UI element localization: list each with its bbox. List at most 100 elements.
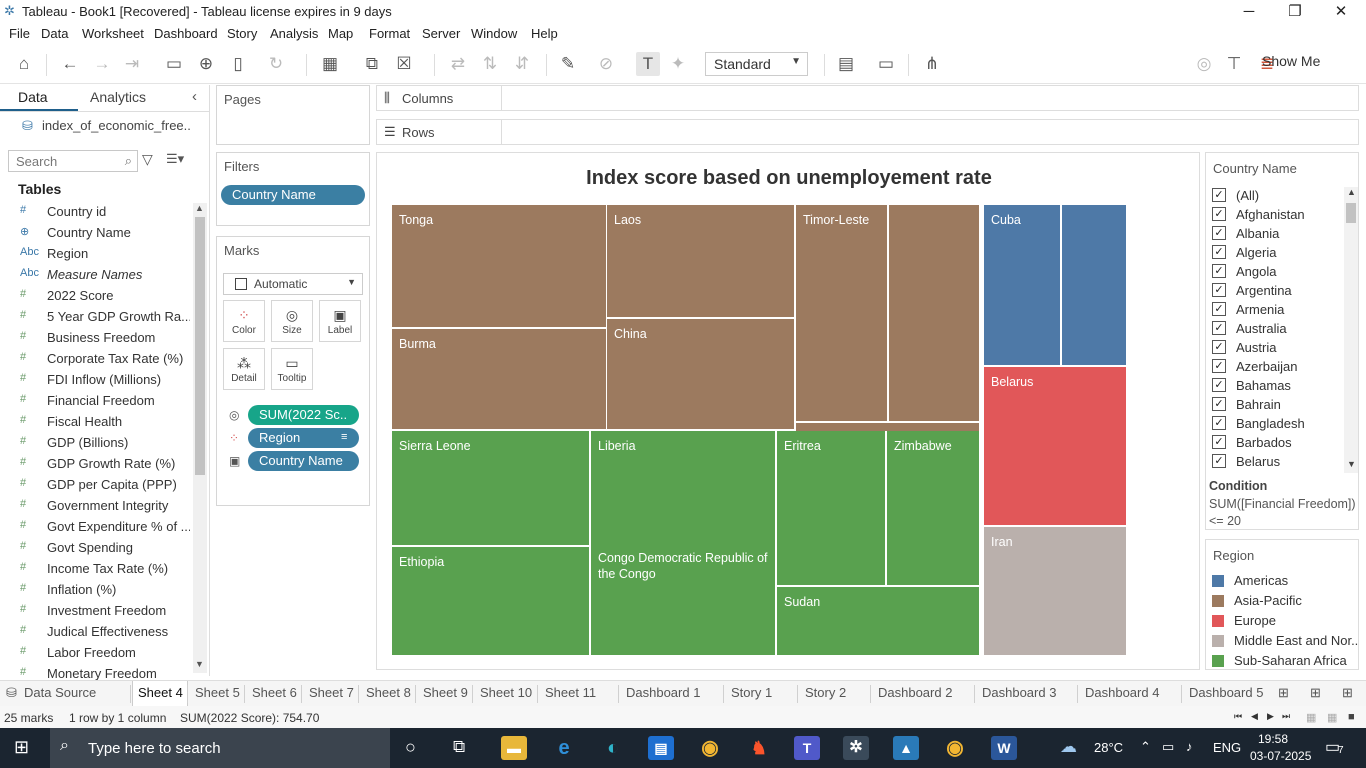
new-worksheet-icon[interactable]: ⊞ [1278, 685, 1289, 700]
checkbox-checked-icon[interactable]: ✓ [1212, 207, 1226, 221]
sheet-tab[interactable]: Sheet 7 [309, 685, 354, 700]
menu-story[interactable]: Story [227, 26, 258, 41]
share-icon[interactable]: ⋔ [924, 54, 940, 73]
sort-descending-icon[interactable]: ⇵ [514, 54, 530, 73]
field-item[interactable]: # Corporate Tax Rate (%) [0, 348, 190, 369]
treemap-tile[interactable]: Burma [392, 329, 608, 431]
field-item[interactable]: # GDP per Capita (PPP) [0, 474, 190, 495]
next-sheet-icon[interactable]: ▶ [1267, 711, 1274, 721]
menu-dashboard[interactable]: Dashboard [154, 26, 218, 41]
field-item[interactable]: # Business Freedom [0, 327, 190, 348]
notification-count[interactable]: 7 [1338, 745, 1344, 756]
clear-sheet-icon[interactable]: ☒ [396, 54, 412, 73]
country-filter-item[interactable]: ✓ Bangladesh [1212, 415, 1342, 434]
menu-map[interactable]: Map [328, 26, 354, 41]
view-options-icon[interactable]: ☰▾ [166, 151, 185, 166]
treemap-tile[interactable]: Cuba [984, 205, 1062, 367]
prev-sheet-icon[interactable]: ◀ [1251, 711, 1258, 721]
taskbar-search[interactable]: ⌕ Type here to search [50, 728, 390, 768]
menu-data[interactable]: Data [41, 26, 69, 41]
search-input[interactable]: Search ⌕ [8, 150, 138, 172]
network-icon[interactable]: ▭ [1162, 739, 1175, 754]
ask-data-icon[interactable]: ◎ [1196, 54, 1212, 73]
brave-icon[interactable]: ♞ [750, 738, 768, 758]
checkbox-checked-icon[interactable]: ✓ [1212, 340, 1226, 354]
menu-format[interactable]: Format [369, 26, 411, 41]
refresh-icon[interactable]: ↻ [268, 54, 284, 73]
viz-canvas[interactable]: Index score based on unemployement rate … [376, 152, 1200, 670]
field-item[interactable]: # Govt Expenditure % of ... [0, 516, 190, 537]
mark-type-select[interactable]: Automatic ▼ [223, 273, 363, 295]
checkbox-checked-icon[interactable]: ✓ [1212, 435, 1226, 449]
minimize-button[interactable]: ─ [1243, 3, 1255, 20]
task-view-icon[interactable]: ⧉ [453, 737, 466, 756]
new-story-icon[interactable]: ⊞ [1342, 685, 1353, 700]
show-me-button[interactable]: Show Me [1262, 53, 1321, 69]
treemap-tile[interactable]: Congo Democratic Republic of the Congo [591, 543, 777, 657]
teams-icon[interactable]: T [794, 736, 820, 760]
country-filter-item[interactable]: ✓ Australia [1212, 320, 1342, 339]
internet-explorer-icon[interactable]: e [558, 737, 570, 759]
country-filter-item[interactable]: ✓ Belarus [1212, 453, 1342, 472]
sheet-tab[interactable]: Dashboard 2 [878, 685, 953, 700]
checkbox-checked-icon[interactable]: ✓ [1212, 454, 1226, 468]
menu-window[interactable]: Window [471, 26, 518, 41]
presentation-mode-icon[interactable]: ▭ [877, 54, 895, 73]
tab-analytics[interactable]: Analytics [90, 89, 147, 105]
new-dashboard-icon[interactable]: ⊞ [1310, 685, 1321, 700]
mark-pill-region[interactable]: Region [248, 428, 359, 448]
country-filter-item[interactable]: ✓ Argentina [1212, 282, 1342, 301]
group-members-icon[interactable]: ⊘ [598, 54, 614, 73]
filter-pill-country-name[interactable]: Country Name [221, 185, 365, 205]
sheet-tab[interactable]: Data Source [24, 685, 97, 700]
new-worksheet-icon[interactable]: ▦ [321, 54, 339, 73]
field-item[interactable]: # Country id [0, 201, 190, 222]
field-item[interactable]: # Labor Freedom [0, 642, 190, 663]
scroll-up-icon[interactable]: ▲ [1347, 187, 1356, 197]
show-mark-labels-icon[interactable]: T [636, 52, 660, 76]
photos-icon[interactable]: ▲ [893, 736, 919, 760]
treemap-tile[interactable]: Belarus [984, 367, 1128, 527]
field-item[interactable]: Abc Region [0, 243, 190, 264]
checkbox-checked-icon[interactable]: ✓ [1212, 226, 1226, 240]
clock-date[interactable]: 03-07-2025 [1250, 749, 1312, 763]
treemap-tile[interactable] [889, 205, 981, 423]
new-datasource-icon[interactable]: ⊕ [198, 54, 214, 73]
restore-button[interactable]: ❐ [1288, 3, 1302, 20]
color-button[interactable]: ⁘ Color [223, 300, 265, 342]
treemap-tile[interactable]: Sudan [777, 587, 981, 657]
scroll-up-icon[interactable]: ▲ [195, 203, 204, 213]
country-filter-item[interactable]: ✓ Bahrain [1212, 396, 1342, 415]
country-filter-item[interactable]: ✓ Albania [1212, 225, 1342, 244]
fix-axes-icon[interactable]: ✦ [670, 54, 686, 73]
data-pane-scrollbar[interactable]: ▲ ▼ [193, 203, 207, 673]
field-item[interactable]: # Financial Freedom [0, 390, 190, 411]
file-explorer-icon[interactable]: ▬ [501, 736, 527, 760]
rows-shelf[interactable]: ☰ Rows [376, 119, 1359, 145]
undo-icon[interactable]: ← [61, 54, 79, 73]
close-button[interactable]: ✕ [1334, 3, 1348, 20]
treemap-tile[interactable]: Liberia [591, 431, 777, 547]
chrome-profile-icon[interactable]: ◉ [946, 737, 964, 759]
sheet-tab[interactable]: Sheet 8 [366, 685, 411, 700]
field-item[interactable]: #2022 Score [0, 285, 190, 306]
treemap-tile[interactable]: Eritrea [777, 431, 887, 587]
highlight-icon[interactable]: ✎ [560, 54, 576, 73]
field-item[interactable]: #5 Year GDP Growth Ra... [0, 306, 190, 327]
fit-select[interactable]: Standard ▼ [705, 52, 808, 76]
show-cards-icon[interactable]: ▤ [837, 54, 855, 73]
first-sheet-icon[interactable]: ⏮ [1234, 711, 1243, 721]
menu-file[interactable]: File [9, 26, 30, 41]
field-item[interactable]: # GDP (Billions) [0, 432, 190, 453]
checkbox-checked-icon[interactable]: ✓ [1212, 283, 1226, 297]
country-filter-item[interactable]: ✓ Angola [1212, 263, 1342, 282]
show-filmstrip-icon[interactable]: ▦ [1306, 712, 1317, 724]
volume-icon[interactable]: ♪ [1186, 739, 1193, 754]
treemap-tile[interactable]: Sierra Leone [392, 431, 591, 547]
swap-rows-columns-icon[interactable]: ⇄ [450, 54, 466, 73]
store-icon[interactable]: ▤ [648, 736, 674, 760]
treemap-tile[interactable]: Tonga [392, 205, 608, 329]
save-icon[interactable]: ▭ [165, 54, 183, 73]
label-button[interactable]: ▣ Label [319, 300, 361, 342]
checkbox-checked-icon[interactable]: ✓ [1212, 188, 1226, 202]
